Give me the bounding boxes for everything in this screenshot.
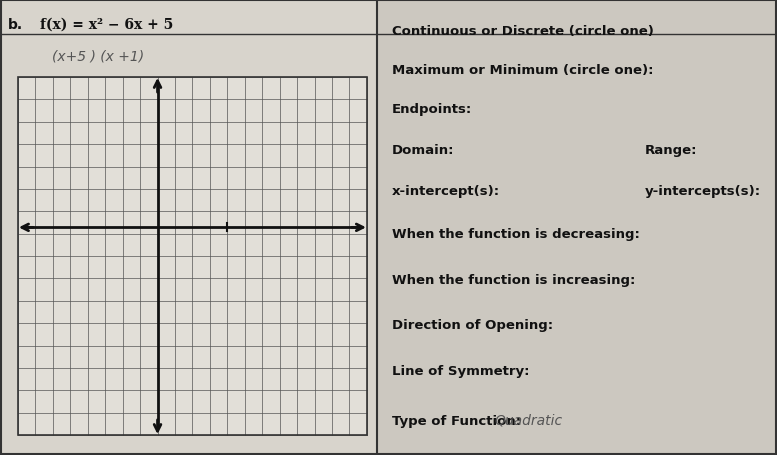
Text: Domain:: Domain: — [392, 143, 455, 157]
Text: b.: b. — [8, 18, 23, 32]
Text: (x+5 ) (x +1): (x+5 ) (x +1) — [52, 50, 144, 64]
Text: When the function is decreasing:: When the function is decreasing: — [392, 228, 639, 241]
Bar — [18, 78, 367, 435]
Text: Endpoints:: Endpoints: — [392, 102, 472, 116]
Text: When the function is increasing:: When the function is increasing: — [392, 273, 636, 286]
Text: x-intercept(s):: x-intercept(s): — [392, 184, 500, 197]
Text: Line of Symmetry:: Line of Symmetry: — [392, 364, 529, 377]
Text: Type of Function:: Type of Function: — [392, 414, 525, 427]
Text: Continuous or Discrete (circle one): Continuous or Discrete (circle one) — [392, 25, 653, 38]
Text: f(x) = x² − 6x + 5: f(x) = x² − 6x + 5 — [40, 18, 173, 32]
Bar — [0, 0, 377, 455]
Text: Range:: Range: — [645, 143, 698, 157]
Bar — [377, 0, 777, 455]
Bar — [18, 78, 367, 435]
Text: Maximum or Minimum (circle one):: Maximum or Minimum (circle one): — [392, 64, 653, 77]
Text: y-intercepts(s):: y-intercepts(s): — [645, 184, 761, 197]
Text: Quadratic: Quadratic — [494, 413, 563, 427]
Text: Direction of Opening:: Direction of Opening: — [392, 318, 553, 332]
